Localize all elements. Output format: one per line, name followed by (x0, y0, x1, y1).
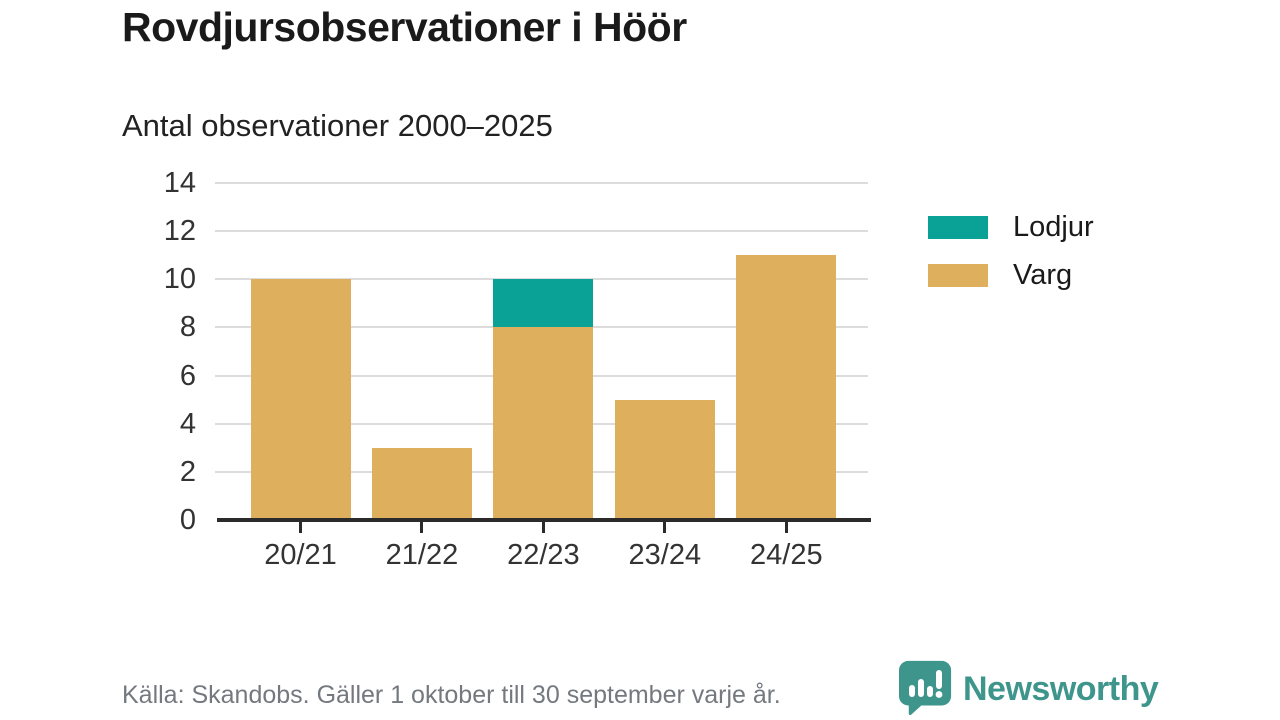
gridline-y-14 (215, 182, 868, 184)
x-tick-label-24/25: 24/25 (750, 539, 823, 571)
bar-20/21-varg (250, 279, 351, 520)
legend-label-varg: Varg (1013, 259, 1073, 291)
y-tick-label-14: 14 (163, 167, 196, 199)
y-axis: 0 2 4 6 8 10 12 14 (116, 167, 196, 536)
bar-21/22-varg (371, 447, 472, 520)
legend-item-lodjur: Lodjur (928, 211, 1094, 244)
x-tick-label-20/21: 20/21 (264, 539, 337, 571)
x-tick-21/22 (420, 522, 424, 533)
gridline-y-12 (215, 230, 868, 233)
bar-24/25-varg (736, 255, 837, 520)
bar-22/23-lodjur (493, 279, 594, 328)
source-note: Källa: Skandobs. Gäller 1 oktober till 3… (122, 681, 781, 709)
y-tick-label-4: 4 (179, 407, 196, 440)
x-tick-label-21/22: 21/22 (385, 539, 459, 571)
legend-item-varg: Varg (928, 259, 1094, 292)
bar-23/24-varg (614, 399, 715, 520)
x-tick-23/24 (663, 522, 667, 533)
y-tick-label-10: 10 (163, 263, 196, 296)
legend-swatch-lodjur (928, 216, 988, 239)
chart-title: Rovdjursobservationer i Höör (122, 4, 687, 50)
legend-label-lodjur: Lodjur (1013, 211, 1094, 243)
y-tick-label-6: 6 (179, 359, 196, 392)
x-tick-22/23 (541, 522, 545, 533)
newsworthy-logo-icon (899, 660, 952, 716)
legend-swatch-varg (928, 264, 988, 287)
x-tick-24/25 (784, 522, 788, 533)
plot-area: 20/21 21/22 22/23 23/24 24/25 (215, 182, 871, 571)
x-tick-label-22/23: 22/23 (507, 539, 580, 571)
y-tick-label-8: 8 (179, 311, 196, 344)
gridline-y-10 (215, 278, 868, 281)
x-axis-line (217, 518, 871, 522)
y-tick-label-2: 2 (179, 455, 196, 488)
legend: Lodjur Varg (928, 211, 1094, 307)
brand-logo: Newsworthy (897, 659, 1159, 719)
brand-name: Newsworthy (963, 669, 1159, 708)
y-tick-label-0: 0 (179, 504, 196, 536)
chart-subtitle: Antal observationer 2000–2025 (122, 108, 553, 143)
x-tick-20/21 (299, 522, 302, 533)
bar-22/23-varg (493, 327, 594, 520)
x-tick-label-23/24: 23/24 (628, 539, 702, 571)
y-tick-label-12: 12 (163, 215, 196, 248)
